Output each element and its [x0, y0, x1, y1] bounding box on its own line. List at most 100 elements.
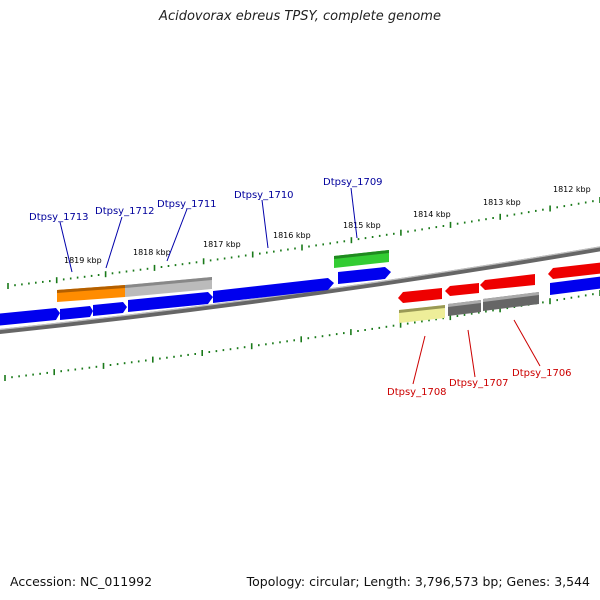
scale-labels: 1819 kbp 1818 kbp 1817 kbp 1816 kbp 1815…: [64, 185, 591, 265]
gene-blue-4[interactable]: [128, 292, 213, 312]
gene-red-3[interactable]: [480, 274, 535, 290]
scale-reverse-tick: [187, 353, 189, 356]
scale-forward-tick: [364, 237, 367, 240]
gene-dtpsy-1709-shade: [334, 250, 389, 259]
scale-forward-tick: [322, 243, 324, 246]
gene-red-4[interactable]: [548, 262, 600, 279]
scale-reverse-tick: [335, 333, 338, 336]
scale-reverse-tick: [123, 362, 126, 365]
scale-reverse-tick: [314, 336, 317, 339]
scale-forward-tick: [301, 244, 303, 251]
scale-reverse-tick: [442, 317, 444, 320]
scale-label-1813: 1813 kbp: [483, 198, 521, 207]
scale-reverse-tick: [279, 341, 281, 344]
gene-dtpsy-1706-shade: [483, 292, 539, 302]
scale-forward-tick: [195, 261, 198, 264]
scale-reverse-tick: [39, 372, 41, 375]
scale-reverse-tick: [46, 371, 48, 374]
scale-forward-tick: [273, 250, 275, 253]
scale-reverse-tick: [243, 346, 246, 349]
scale-reverse-tick: [449, 314, 452, 321]
scale-forward-tick: [223, 257, 226, 260]
scale-forward-tick: [343, 240, 346, 243]
scale-label-1815: 1815 kbp: [343, 221, 381, 230]
scale-forward-tick: [237, 255, 240, 258]
scale-reverse-tick: [166, 356, 168, 359]
scale-forward-tick: [62, 278, 65, 281]
scale-label-1817: 1817 kbp: [203, 240, 241, 249]
scale-reverse-tick: [470, 312, 473, 315]
scale-reverse-tick: [53, 369, 55, 376]
label-dtpsy-1713[interactable]: Dtpsy_1713: [29, 212, 89, 223]
scale-forward-tick: [421, 228, 423, 231]
scale-reverse-tick: [81, 367, 84, 370]
gene-blue-7[interactable]: [550, 276, 600, 295]
scale-forward-tick: [428, 227, 430, 230]
gene-blue-5[interactable]: [213, 278, 334, 303]
scale-reverse-tick: [95, 365, 98, 368]
scale-forward-tick: [294, 247, 296, 250]
scale-forward-tick: [357, 238, 360, 241]
leader-dtpsy-1709: [350, 187, 358, 239]
scale-reverse-tick: [563, 297, 566, 300]
scale-forward-tick: [259, 252, 261, 255]
scale-label-1814: 1814 kbp: [413, 210, 451, 219]
scale-reverse-tick: [321, 335, 324, 338]
label-leaders: [59, 187, 541, 385]
scale-forward-tick: [549, 205, 551, 212]
scale-forward-tick: [111, 272, 114, 275]
scale-forward-tick: [83, 275, 86, 278]
scale-forward-tick: [506, 214, 509, 217]
scale-forward-tick: [266, 251, 268, 254]
scale-reverse-tick: [406, 322, 409, 325]
scale-reverse-tick: [137, 360, 140, 363]
scale-forward-tick: [556, 206, 558, 209]
label-dtpsy-1708[interactable]: Dtpsy_1708: [387, 387, 447, 398]
gene-dtpsy-1707-shade: [448, 300, 481, 307]
label-dtpsy-1712[interactable]: Dtpsy_1712: [95, 206, 155, 217]
scale-reverse-tick: [265, 343, 267, 346]
scale-reverse-tick: [506, 307, 509, 310]
scale-forward-tick: [42, 280, 44, 283]
scale-reverse-tick: [357, 330, 359, 332]
leader-dtpsy-1708: [412, 335, 426, 385]
scale-reverse-tick: [456, 315, 459, 317]
label-dtpsy-1707[interactable]: Dtpsy_1707: [449, 378, 509, 389]
scale-forward-tick: [55, 277, 58, 284]
scale-reverse-tick: [463, 313, 466, 316]
gene-red-2[interactable]: [445, 283, 479, 296]
gene-blue-2[interactable]: [60, 306, 93, 320]
scale-forward-tick: [118, 271, 121, 274]
scale-forward-tick: [336, 241, 339, 244]
scale-reverse-tick: [414, 321, 416, 324]
leader-dtpsy-1712: [105, 216, 123, 269]
gene-blue-3[interactable]: [93, 302, 127, 316]
scale-forward-tick: [308, 245, 310, 248]
scale-forward-tick: [216, 258, 219, 261]
scale-reverse-tick: [435, 318, 437, 321]
scale-forward-tick: [251, 251, 254, 258]
label-dtpsy-1706[interactable]: Dtpsy_1706: [512, 368, 572, 379]
gene-red-1[interactable]: [398, 288, 442, 303]
scale-label-1812: 1812 kbp: [553, 185, 591, 194]
gene-blue-6[interactable]: [338, 267, 391, 284]
scale-reverse-tick: [208, 351, 211, 353]
label-dtpsy-1709[interactable]: Dtpsy_1709: [323, 177, 383, 188]
scale-forward-tick: [414, 229, 416, 232]
reverse-red-genes: [398, 262, 600, 303]
scale-reverse-tick: [556, 299, 558, 302]
scale-forward-tick: [478, 219, 480, 222]
scale-reverse-tick: [499, 306, 501, 313]
scale-forward-tick: [371, 236, 374, 238]
scale-forward-tick: [49, 280, 51, 283]
scale-forward-tick: [592, 200, 594, 203]
leader-dtpsy-1713: [59, 221, 73, 273]
label-dtpsy-1710[interactable]: Dtpsy_1710: [234, 190, 294, 201]
label-dtpsy-1711[interactable]: Dtpsy_1711: [157, 199, 217, 210]
scale-forward-tick: [7, 283, 9, 289]
scale-reverse-tick: [215, 350, 218, 353]
gene-blue-1[interactable]: [0, 308, 60, 326]
scale-forward-tick: [21, 283, 23, 286]
leader-dtpsy-1710: [261, 199, 269, 249]
scale-reverse-tick: [250, 343, 253, 350]
